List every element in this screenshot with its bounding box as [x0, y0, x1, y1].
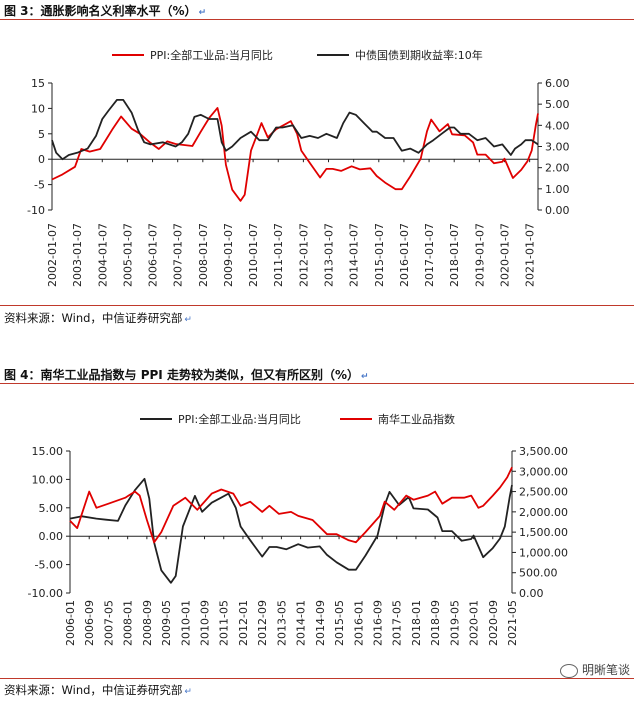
left-tick-label-0: -10 — [27, 204, 45, 217]
figure3-top-rule — [0, 19, 634, 20]
x-tick-label-13: 2015-01-07 — [373, 223, 386, 287]
legend-label-0: PPI:全部工业品:当月同比 — [178, 412, 301, 426]
right-tick-label-6: 6.00 — [545, 77, 570, 90]
watermark: 明晰笔谈 — [559, 661, 630, 678]
x-tick-label-2: 2007-05 — [102, 600, 115, 646]
right-tick-label-4: 2,000.00 — [519, 506, 568, 519]
figure3-bottom-rule — [0, 305, 634, 306]
series-line-0 — [69, 477, 513, 584]
series-line-1 — [69, 466, 513, 544]
x-tick-label-12: 2014-01 — [295, 600, 308, 646]
x-tick-label-20: 2019-05 — [448, 600, 461, 646]
x-tick-label-4: 2008-09 — [141, 600, 154, 646]
x-tick-label-9: 2012-01 — [237, 600, 250, 646]
x-tick-label-15: 2016-01 — [352, 600, 365, 646]
x-tick-label-22: 2020-09 — [487, 600, 500, 646]
x-tick-label-14: 2016-01-07 — [398, 223, 411, 287]
x-tick-label-6: 2008-01-07 — [197, 223, 210, 287]
x-tick-label-18: 2018-01 — [410, 600, 423, 646]
figure4-bottom-rule — [0, 678, 634, 679]
right-tick-label-6: 3,000.00 — [519, 465, 568, 478]
figure4-source: 资料来源：Wind，中信证券研究部 ↵ — [4, 683, 192, 697]
x-tick-label-16: 2018-01-07 — [448, 223, 461, 287]
x-tick-label-4: 2006-01-07 — [147, 223, 160, 287]
x-tick-label-7: 2009-01-07 — [222, 223, 235, 287]
right-tick-label-2: 2.00 — [545, 162, 570, 175]
figure3-source: 资料来源：Wind，中信证券研究部 ↵ — [4, 311, 192, 325]
left-tick-label-3: 5 — [38, 128, 45, 141]
right-tick-label-5: 2,500.00 — [519, 486, 568, 499]
left-tick-label-4: 10.00 — [32, 473, 64, 486]
x-tick-label-15: 2017-01-07 — [423, 223, 436, 287]
x-tick-label-12: 2014-01-07 — [348, 223, 361, 287]
left-tick-label-5: 15.00 — [32, 445, 64, 458]
x-tick-label-0: 2006-01 — [64, 600, 77, 646]
chart-figure3: PPI:全部工业品:当月同比 中债国债到期收益率:10年 -10 -5 0 5 10 15 0.… — [27, 48, 570, 287]
x-tick-label-19: 2018-09 — [429, 600, 442, 646]
right-tick-label-0: 0.00 — [519, 587, 544, 600]
x-tick-label-19: 2021-01-07 — [524, 223, 537, 287]
right-tick-label-2: 1,000.00 — [519, 546, 568, 559]
right-tick-label-3: 1,500.00 — [519, 526, 568, 539]
series-line-1 — [51, 99, 539, 161]
x-tick-label-13: 2014-09 — [314, 600, 327, 646]
x-tick-label-9: 2011-01-07 — [272, 223, 285, 287]
x-tick-label-2: 2004-01-07 — [96, 223, 109, 287]
x-tick-label-21: 2020-01 — [468, 600, 481, 646]
left-tick-label-1: -5 — [34, 179, 45, 192]
right-tick-label-5: 5.00 — [545, 98, 570, 111]
x-tick-label-11: 2013-01-07 — [323, 223, 336, 287]
right-tick-label-1: 500.00 — [519, 567, 558, 580]
x-tick-label-8: 2011-05 — [218, 600, 231, 646]
x-tick-label-7: 2010-09 — [199, 600, 212, 646]
left-tick-label-5: 15 — [31, 77, 45, 90]
left-tick-label-2: 0.00 — [39, 530, 64, 543]
left-tick-label-3: 5.00 — [39, 502, 64, 515]
x-tick-label-11: 2013-05 — [275, 600, 288, 646]
x-tick-label-5: 2007-01-07 — [172, 223, 185, 287]
x-tick-label-5: 2009-05 — [160, 600, 173, 646]
x-tick-label-3: 2008-01 — [122, 600, 135, 646]
right-tick-label-7: 3,500.00 — [519, 445, 568, 458]
legend-label-0: PPI:全部工业品:当月同比 — [150, 48, 273, 62]
x-tick-label-10: 2012-01-07 — [297, 223, 310, 287]
x-tick-label-3: 2005-01-07 — [121, 223, 134, 287]
right-tick-label-3: 3.00 — [545, 141, 570, 154]
x-tick-label-23: 2021-05 — [506, 600, 519, 646]
left-tick-label-4: 10 — [31, 102, 45, 115]
legend-label-1: 南华工业品指数 — [378, 412, 455, 426]
right-tick-label-4: 4.00 — [545, 119, 570, 132]
x-tick-label-0: 2002-01-07 — [46, 223, 59, 287]
figure4-top-rule — [0, 383, 634, 384]
x-tick-label-17: 2019-01-07 — [473, 223, 486, 287]
left-tick-label-0: -10.00 — [28, 587, 63, 600]
right-tick-label-0: 0.00 — [545, 204, 570, 217]
figure4-title: 图 4：南华工业品指数与 PPI 走势较为类似，但又有所区别（%） ↵ — [4, 368, 369, 382]
legend-label-1: 中债国债到期收益率:10年 — [355, 48, 483, 62]
figure3-title: 图 3：通胀影响名义利率水平（%） ↵ — [4, 4, 207, 18]
left-tick-label-1: -5.00 — [35, 559, 63, 572]
x-tick-label-17: 2017-05 — [391, 600, 404, 646]
chart-figure4: PPI:全部工业品:当月同比 南华工业品指数 -10.00 -5.00 0.00 5.00… — [28, 412, 568, 646]
x-tick-label-10: 2012-09 — [256, 600, 269, 646]
x-tick-label-16: 2016-09 — [371, 600, 384, 646]
x-tick-label-6: 2010-01 — [179, 600, 192, 646]
right-tick-label-1: 1.00 — [545, 183, 570, 196]
series-line-0 — [51, 107, 539, 202]
x-tick-label-8: 2010-01-07 — [247, 223, 260, 287]
left-tick-label-2: 0 — [38, 153, 45, 166]
x-tick-label-1: 2003-01-07 — [71, 223, 84, 287]
x-tick-label-14: 2015-05 — [333, 600, 346, 646]
x-tick-label-1: 2006-09 — [83, 600, 96, 646]
x-tick-label-18: 2020-01-07 — [498, 223, 511, 287]
